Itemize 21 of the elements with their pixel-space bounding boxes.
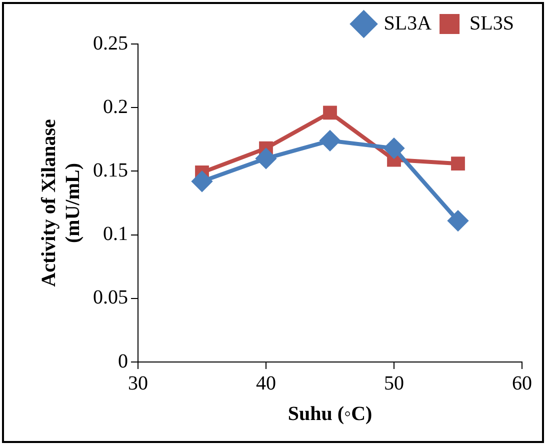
point [323, 106, 337, 120]
point [448, 210, 468, 231]
y-tick-label: 0.25 [93, 32, 128, 54]
legend-label: SL3A [384, 12, 432, 34]
point [320, 130, 340, 151]
y-tick-label: 0.2 [103, 96, 128, 118]
y-tick-label: 0.05 [93, 286, 128, 309]
legend-label: SL3S [470, 12, 514, 34]
x-tick-label: 60 [512, 372, 532, 394]
y-axis-title: Activity of Xilanase (mU/mL) [38, 119, 84, 287]
x-tick-label: 50 [384, 372, 404, 394]
point [256, 148, 276, 168]
y-tick-label: 0.15 [93, 159, 128, 182]
point [451, 156, 465, 171]
y-tick-label: 0 [118, 350, 128, 372]
x-tick-label: 40 [256, 372, 276, 394]
x-axis-title: Suhu (◦C) [288, 403, 372, 426]
point [192, 171, 212, 192]
y-tick-label: 0.1 [103, 223, 128, 246]
x-tick-label: 30 [128, 372, 148, 394]
point [384, 138, 404, 158]
